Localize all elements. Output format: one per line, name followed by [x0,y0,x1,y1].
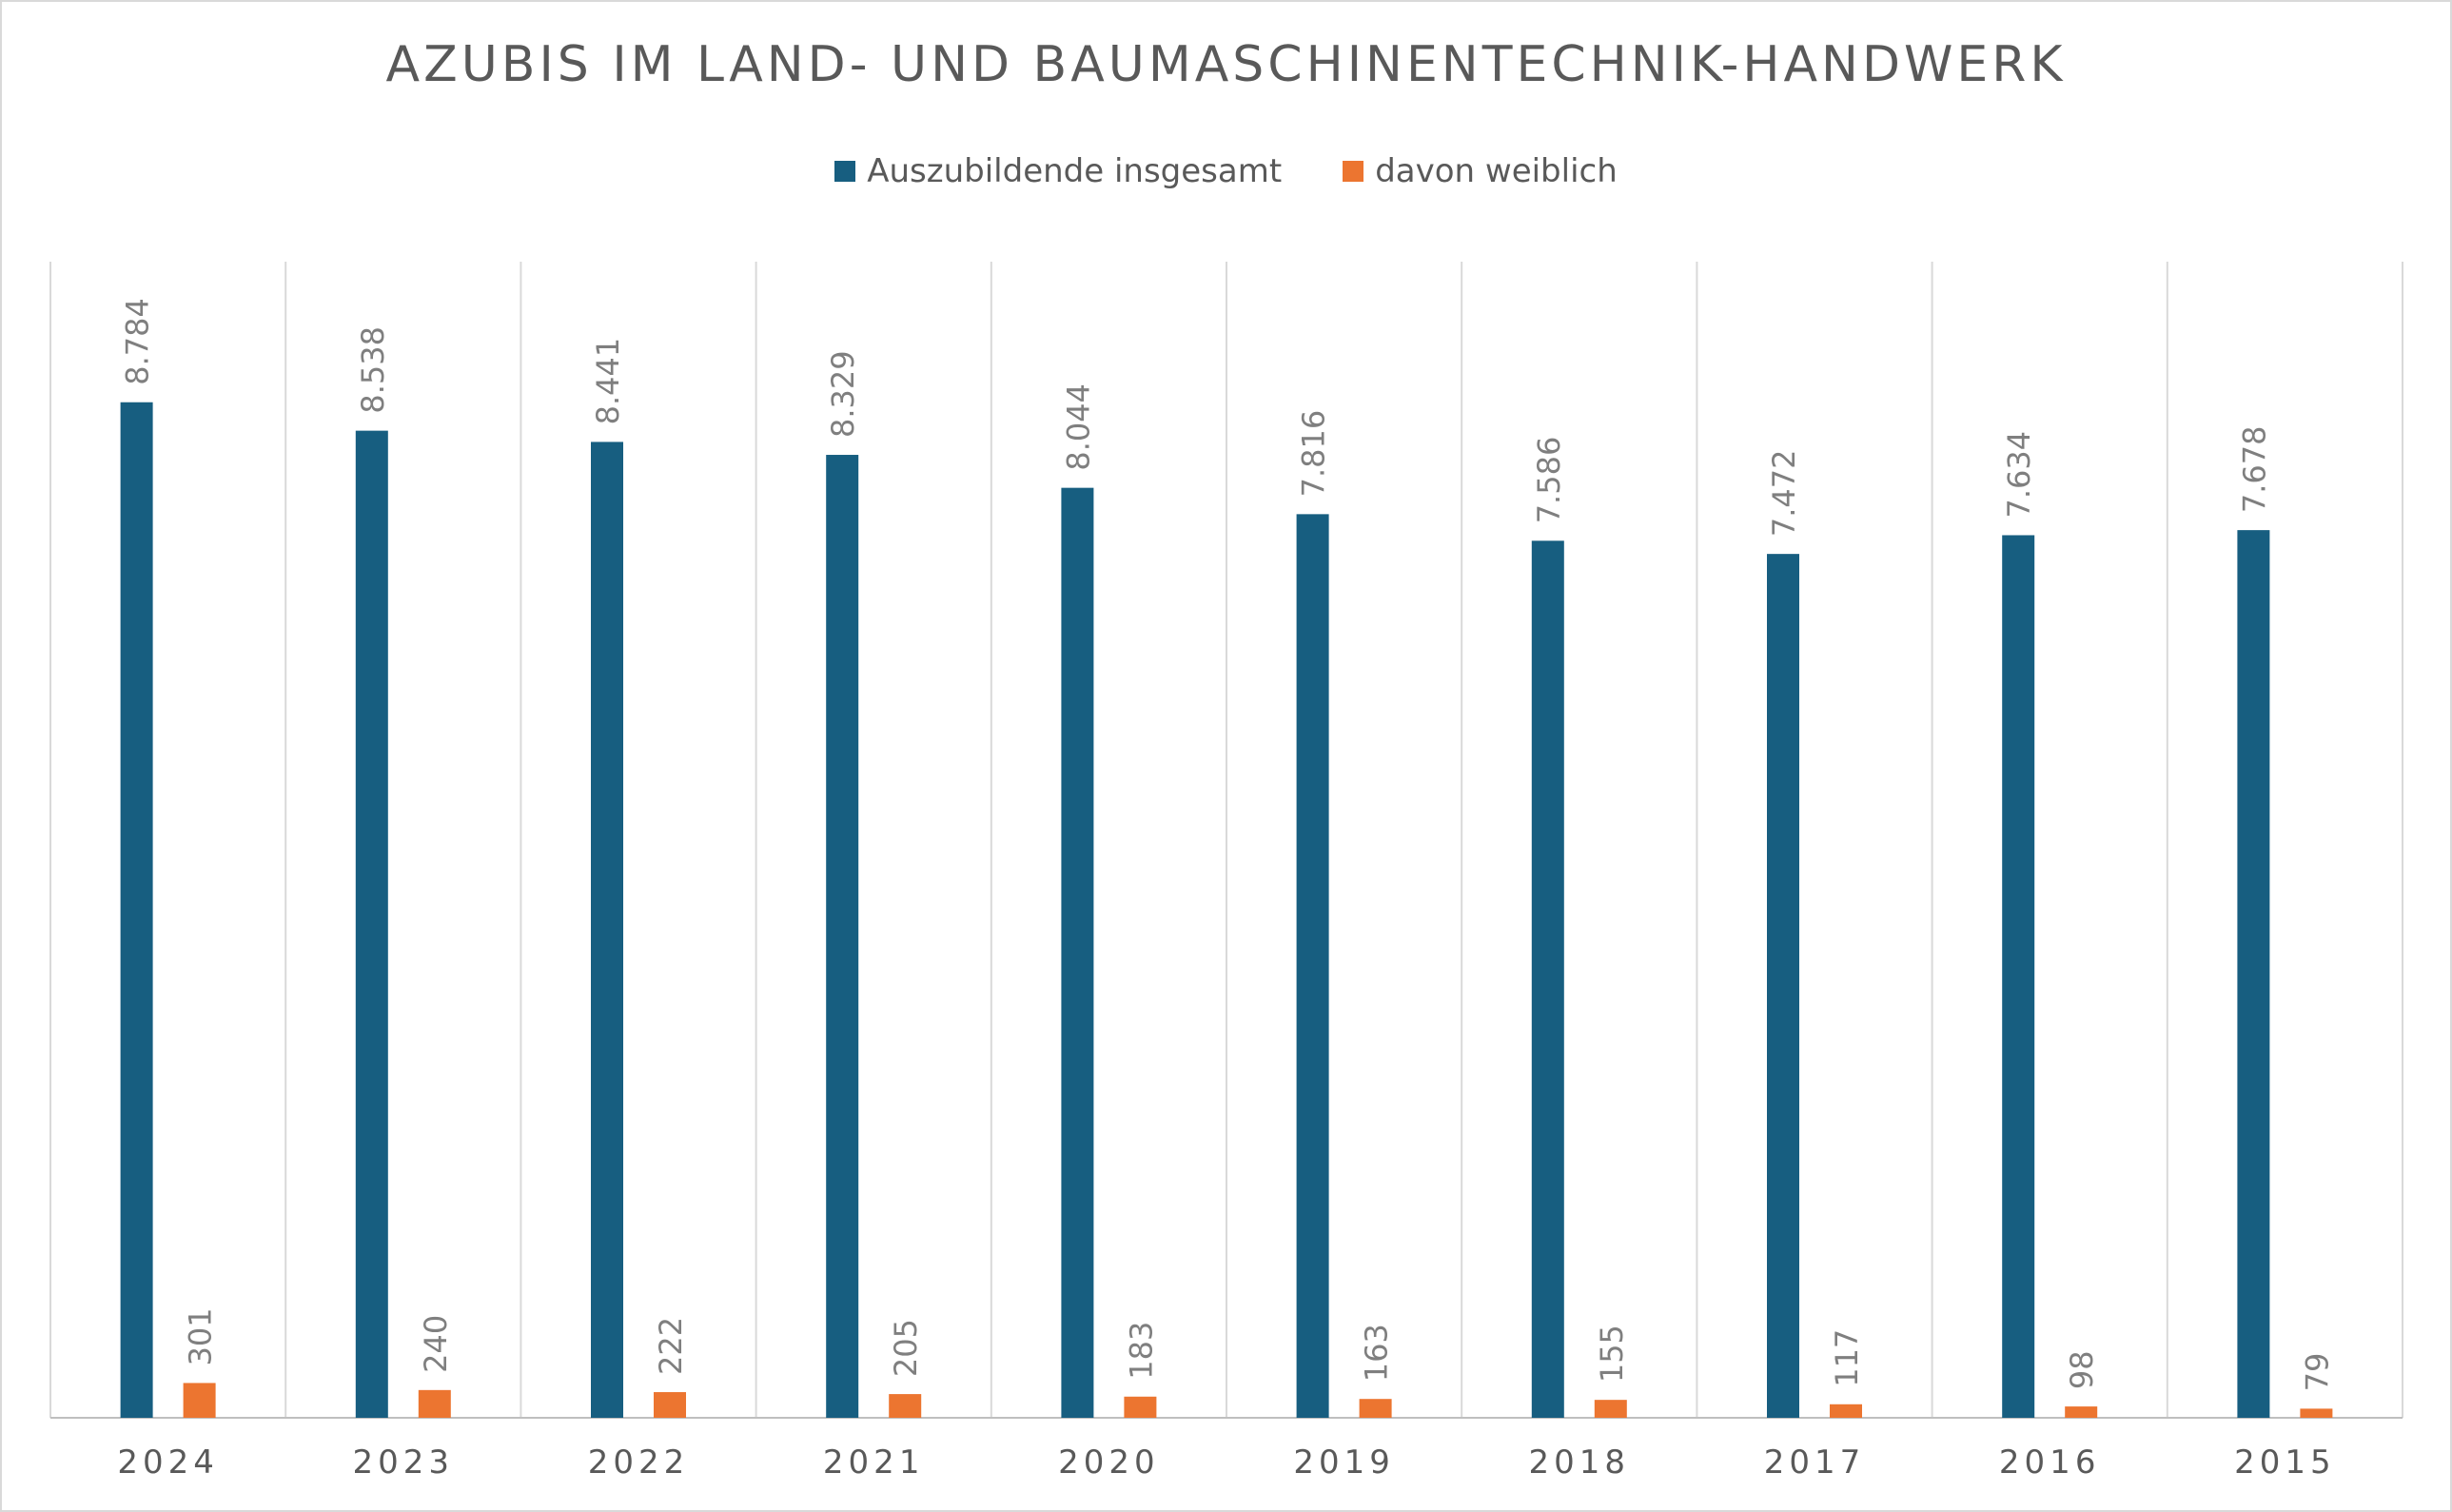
bar-total [1296,514,1329,1418]
x-tick-label: 2024 [117,1443,219,1482]
data-label-total: 7.816 [1296,410,1332,498]
x-tick-label: 2023 [353,1443,455,1482]
bar-total [2002,535,2035,1418]
legend-label-total: Auszubildende insgesamt [867,152,1283,190]
legend-swatch-female [1343,161,1364,182]
data-label-total: 7.586 [1531,437,1567,524]
bar-female [1359,1399,1392,1418]
legend-swatch-total [834,161,856,182]
x-tick-label: 2019 [1293,1443,1395,1482]
x-tick-label: 2016 [1999,1443,2101,1482]
x-tick-label: 2021 [823,1443,925,1482]
bar-female [1830,1404,1862,1418]
data-label-total: 7.634 [2001,431,2037,519]
bar-female [654,1392,686,1418]
x-tick-label: 2018 [1529,1443,1631,1482]
legend-item-total: Auszubildende insgesamt [834,152,1282,190]
bar-total [826,455,859,1418]
data-label-total: 8.329 [825,350,861,438]
data-label-female: 163 [1359,1324,1395,1382]
data-label-female: 301 [183,1307,219,1365]
data-label-female: 240 [418,1315,454,1373]
bar-female [2065,1406,2098,1418]
data-label-total: 8.538 [355,326,391,414]
x-tick-label: 2015 [2234,1443,2336,1482]
data-label-total: 7.472 [1766,450,1802,538]
bar-total [2237,530,2270,1418]
data-label-total: 8.441 [590,338,626,425]
bar-female [2300,1408,2333,1418]
bar-total [1531,540,1564,1418]
data-label-female: 155 [1594,1325,1630,1383]
x-tick-label: 2020 [1058,1443,1160,1482]
bar-female [1594,1400,1627,1418]
legend: Auszubildende insgesamt davon weiblich [0,152,2452,190]
legend-label-female: davon weiblich [1375,152,1618,190]
data-label-female: 205 [888,1319,924,1377]
bar-total [591,442,623,1419]
bar-total [355,430,388,1418]
data-label-female: 79 [2299,1353,2335,1392]
x-tick-label: 2022 [588,1443,690,1482]
bar-female [418,1389,451,1418]
legend-item-female: davon weiblich [1343,152,1618,190]
data-label-female: 117 [1829,1329,1865,1387]
data-label-female: 183 [1123,1322,1159,1380]
bar-total [1061,487,1094,1418]
chart-title: AZUBIS IM LAND- UND BAUMASCHINENTECHNIK-… [385,36,2067,93]
bar-female [183,1383,216,1418]
bar-female [889,1394,922,1418]
bar-total [120,402,153,1418]
data-label-female: 222 [653,1317,689,1375]
data-label-total: 8.044 [1060,383,1096,471]
data-label-female: 98 [2064,1350,2100,1389]
x-tick-label: 2017 [1764,1443,1866,1482]
data-label-total: 8.784 [120,298,156,385]
data-label-total: 7.678 [2236,426,2272,514]
bar-female [1124,1396,1157,1418]
bar-total [1767,554,1799,1418]
